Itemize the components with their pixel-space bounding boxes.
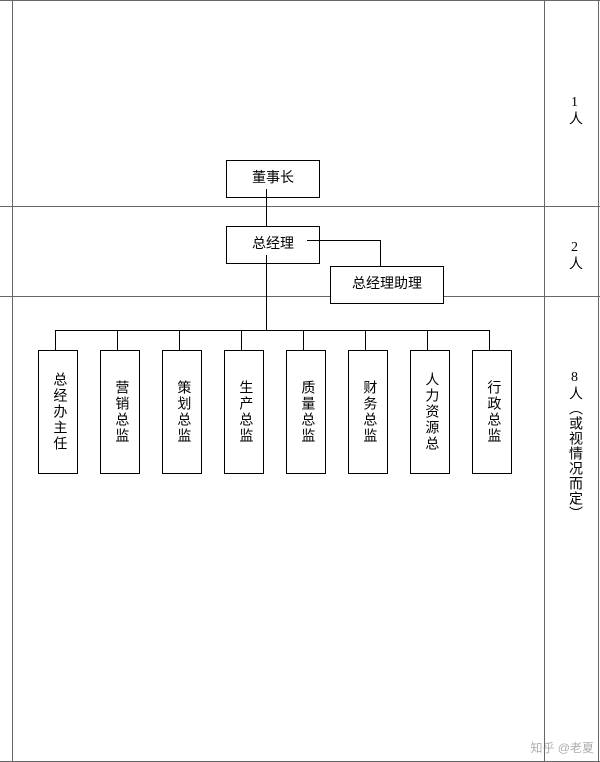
wire-gm-assistant-v <box>380 240 381 266</box>
node-chairman: 董事长 <box>226 160 320 198</box>
wire-dept-bus <box>55 330 490 331</box>
node-dept-6: 人力资源总 <box>410 350 450 474</box>
node-dept-0: 总经办主任 <box>38 350 78 474</box>
org-chart-page: 董事长 1人 总经理 总经理助理 2人 8人（或视情况而定） 总经办主任营销总监… <box>0 0 600 762</box>
row-divider-2 <box>0 296 600 297</box>
wire-dept-drop-4 <box>303 330 304 350</box>
frame-left <box>12 0 13 762</box>
wire-dept-drop-7 <box>489 330 490 350</box>
wire-gm-assistant-h <box>307 240 381 241</box>
wire-dept-drop-5 <box>365 330 366 350</box>
wire-dept-drop-1 <box>117 330 118 350</box>
watermark-text: 知乎 @老夏 <box>530 739 594 756</box>
wire-dept-drop-3 <box>241 330 242 350</box>
frame-right <box>598 0 599 762</box>
node-dept-4: 质量总监 <box>286 350 326 474</box>
wire-gm-down <box>266 255 267 331</box>
node-gm: 总经理 <box>226 226 320 264</box>
wire-dept-drop-0 <box>55 330 56 350</box>
frame-top <box>0 0 600 1</box>
node-dept-7: 行政总监 <box>472 350 512 474</box>
frame-mid <box>544 0 545 762</box>
row-divider-1 <box>0 206 600 207</box>
wire-chairman-to-gm <box>266 189 267 226</box>
side-label-level1: 1人 <box>564 95 584 126</box>
node-dept-3: 生产总监 <box>224 350 264 474</box>
node-dept-2: 策划总监 <box>162 350 202 474</box>
side-label-level2: 2人 <box>564 240 584 271</box>
side-label-level3: 8人（或视情况而定） <box>564 370 584 521</box>
wire-dept-drop-2 <box>179 330 180 350</box>
node-dept-5: 财务总监 <box>348 350 388 474</box>
node-dept-1: 营销总监 <box>100 350 140 474</box>
wire-dept-drop-6 <box>427 330 428 350</box>
node-gm-assistant: 总经理助理 <box>330 266 444 304</box>
